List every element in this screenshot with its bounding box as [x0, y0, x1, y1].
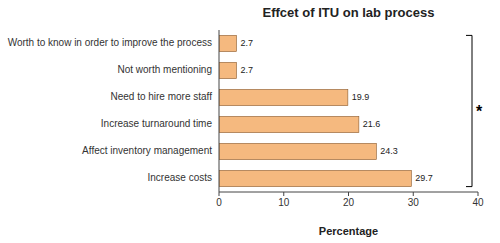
x-tick — [219, 192, 220, 196]
category-label: Increase turnaround time — [101, 118, 213, 129]
category-label: Worth to know in order to improve the pr… — [8, 37, 212, 48]
data-label: 19.9 — [352, 92, 370, 102]
x-tick — [413, 192, 414, 196]
x-tick — [478, 192, 479, 196]
category-label: Not worth mentioning — [118, 64, 213, 75]
annotation: * — [476, 103, 483, 120]
x-axis-label: Percentage — [319, 225, 378, 237]
data-label: 2.7 — [240, 65, 253, 75]
bar — [219, 143, 376, 159]
data-label: 2.7 — [240, 38, 253, 48]
x-tick-label: 20 — [343, 197, 355, 208]
bar — [219, 170, 411, 186]
x-tick-label: 30 — [408, 197, 420, 208]
bar — [219, 89, 348, 105]
bars — [219, 35, 411, 186]
x-tick-label: 40 — [472, 197, 484, 208]
category-label: Increase costs — [148, 172, 212, 183]
title: Effcet of ITU on lab process — [263, 5, 435, 20]
bracket — [466, 35, 472, 186]
bar — [219, 116, 359, 132]
bar — [219, 62, 236, 78]
data-label: 24.3 — [380, 146, 398, 156]
x-tick-label: 10 — [278, 197, 290, 208]
x-tick — [348, 192, 349, 196]
x-tick — [283, 192, 284, 196]
x-tick-label: 0 — [216, 197, 222, 208]
data-label: 29.7 — [415, 173, 433, 183]
y-axis-line — [219, 30, 220, 192]
category-label: Need to hire more staff — [110, 91, 212, 102]
category-label: Affect inventory management — [82, 145, 212, 156]
data-label: 21.6 — [363, 119, 381, 129]
chart: Increase costs Affect inventory managemen… — [0, 0, 500, 243]
bar — [219, 35, 236, 51]
